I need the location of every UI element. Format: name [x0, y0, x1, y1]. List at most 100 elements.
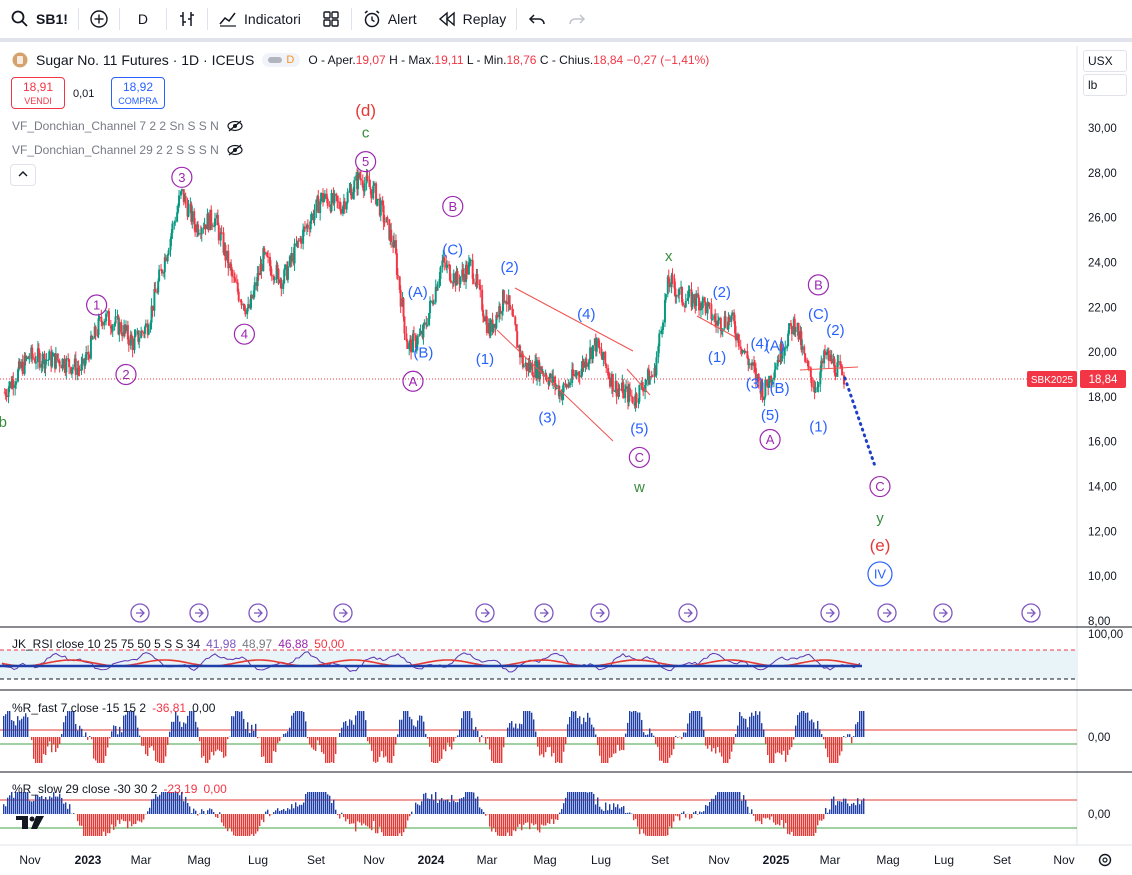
candle-body	[628, 388, 631, 396]
candle-body	[202, 228, 205, 230]
replay-button[interactable]: Replay	[427, 0, 517, 38]
histogram-bar	[527, 814, 529, 823]
candle-body	[554, 376, 557, 388]
candle-body	[611, 373, 614, 392]
histogram-bar	[535, 814, 537, 825]
histogram-bar	[215, 737, 217, 752]
histogram-bar	[503, 737, 505, 748]
indicators-button[interactable]: Indicatori	[208, 0, 311, 38]
chart-type-button[interactable]	[167, 0, 207, 38]
arrow-right-icon	[684, 608, 693, 618]
alert-button[interactable]: Alert	[352, 0, 427, 38]
candle-body	[580, 368, 583, 378]
eye-off-icon[interactable]	[227, 144, 243, 156]
wave-label: B	[814, 277, 823, 292]
compare-button[interactable]	[79, 0, 119, 38]
histogram-bar	[89, 814, 91, 836]
histogram-bar	[491, 814, 493, 832]
histogram-bar	[59, 737, 61, 745]
histogram-bar	[805, 814, 807, 836]
candle-body	[137, 330, 140, 342]
candle-body	[459, 276, 462, 285]
histogram-bar	[767, 737, 769, 756]
delay-badge[interactable]: D	[262, 53, 301, 67]
buy-button[interactable]: 18,92 COMPRA	[111, 77, 165, 109]
histogram-bar	[843, 798, 845, 814]
histogram-bar	[481, 809, 483, 814]
candle-body	[396, 275, 399, 277]
candle-body	[562, 383, 565, 393]
candle-body	[438, 278, 441, 284]
histogram-bar	[73, 711, 75, 737]
interval-button[interactable]: D	[120, 0, 166, 38]
candle-body	[239, 300, 242, 302]
histogram-bar	[559, 737, 561, 763]
candle-body	[379, 200, 382, 216]
indicator-row[interactable]: VF_Donchian_Channel 7 2 2 Sn S S N	[12, 119, 243, 133]
candle-body	[564, 383, 567, 385]
candle-body	[375, 198, 378, 205]
wave-labels-layer: b12345c(d)A(A)(B)B(C)(1)(2)(3)(4)(5)Cwx(…	[0, 101, 893, 587]
histogram-bar	[619, 808, 621, 814]
candle-body	[317, 196, 320, 214]
candle-body	[763, 396, 766, 401]
histogram-bar	[861, 711, 863, 737]
redo-button[interactable]	[557, 0, 597, 38]
histogram-bar	[351, 720, 353, 737]
histogram-bar	[847, 734, 849, 737]
histogram-bar	[133, 814, 135, 825]
currency-selector[interactable]: USX lb	[1083, 50, 1127, 98]
candle-body	[753, 366, 756, 369]
sell-button[interactable]: 18,91 VENDI	[11, 77, 65, 109]
histogram-bar	[855, 724, 857, 737]
histogram-bar	[225, 814, 227, 829]
histogram-bar	[47, 737, 49, 747]
currency-subunit[interactable]: lb	[1083, 74, 1127, 96]
candle-body	[14, 384, 17, 388]
histogram-bar	[711, 798, 713, 814]
candle-body	[668, 282, 671, 288]
templates-button[interactable]	[311, 0, 351, 38]
histogram-bar	[659, 814, 661, 836]
wave-label: C	[875, 479, 884, 494]
channel-line	[696, 315, 736, 338]
currency-unit[interactable]: USX	[1083, 50, 1127, 72]
histogram-bar	[69, 804, 71, 814]
divider	[166, 8, 168, 30]
histogram-bar	[827, 737, 829, 758]
histogram-bar	[199, 737, 201, 742]
histogram-bar	[37, 737, 39, 763]
histogram-bar	[221, 737, 223, 753]
alarm-clock-icon	[364, 10, 380, 28]
histogram-bar	[583, 792, 585, 814]
candle-body	[63, 358, 66, 370]
histogram-bar	[831, 737, 833, 763]
candle-body	[511, 309, 514, 316]
undo-button[interactable]	[517, 0, 557, 38]
histogram-bar	[289, 809, 291, 814]
histogram-bar	[253, 814, 255, 836]
histogram-bar	[705, 737, 707, 746]
histogram-bar	[633, 711, 635, 737]
histogram-bar	[515, 814, 517, 832]
eye-off-icon[interactable]	[227, 120, 243, 132]
histogram-bar	[181, 792, 183, 814]
symbol-search[interactable]: SB1!	[0, 0, 78, 38]
candle-body	[180, 189, 183, 192]
histogram-bar	[391, 737, 393, 763]
histogram-bar	[293, 712, 295, 737]
histogram-bar	[813, 722, 815, 737]
collapse-legend-button[interactable]	[10, 164, 36, 186]
histogram-bar	[61, 797, 63, 814]
histogram-bar	[501, 814, 503, 836]
wave-label: 2	[122, 367, 129, 382]
candle-body	[569, 383, 572, 386]
candle-body	[219, 232, 222, 241]
indicator-row[interactable]: VF_Donchian_Channel 29 2 2 S S S N	[12, 143, 243, 157]
histogram-bar	[553, 737, 555, 754]
histogram-bar	[583, 717, 585, 737]
wave-label: y	[876, 510, 884, 527]
scale-label: 0,00	[1088, 809, 1110, 821]
gear-icon[interactable]	[1098, 853, 1112, 867]
